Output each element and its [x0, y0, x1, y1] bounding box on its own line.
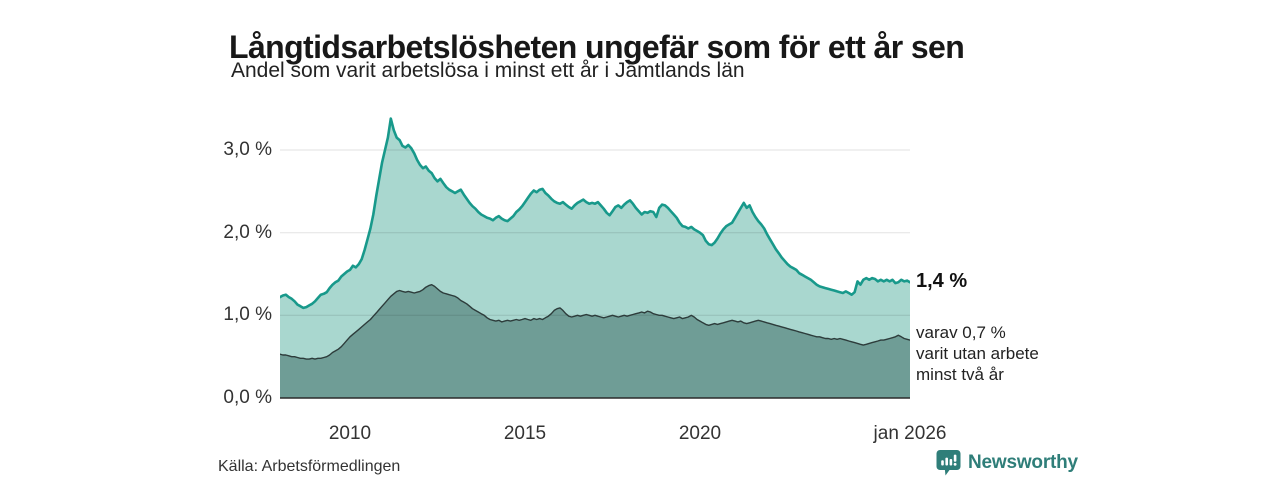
y-tick-label-3: 3,0 % [223, 138, 272, 160]
newsworthy-logo-icon [936, 449, 961, 477]
newsworthy-wordmark: Newsworthy [968, 452, 1078, 473]
annotation-two-year-line3: minst två år [916, 365, 1004, 384]
annotation-two-year-line1: varav 0,7 % [916, 323, 1006, 342]
annotation-two-year-line2: varit utan arbete [916, 344, 1039, 363]
y-tick-label-0: 0,0 % [223, 387, 272, 408]
x-tick-label-2020: 2020 [678, 423, 722, 444]
chart-subtitle: Andel som varit arbetslösa i minst ett å… [231, 59, 745, 82]
y-tick-label-1: 1,0 % [223, 304, 272, 326]
x-tick-label-2010: 2010 [328, 423, 372, 444]
page-title: Långtidsarbetslösheten ungefär som för e… [229, 29, 965, 66]
x-tick-label-jan-2026: jan 2026 [873, 423, 947, 444]
chart-svg [280, 117, 910, 399]
annotation-two-year: varav 0,7 % varit utan arbete minst två … [916, 322, 1039, 385]
y-tick-label-2: 2,0 % [223, 221, 272, 243]
chart-plot-area [280, 105, 910, 400]
x-tick-label-2015: 2015 [503, 423, 547, 444]
twoyear-line [280, 284, 910, 360]
newsworthy-branding: Newsworthy [936, 449, 1078, 477]
total-line [280, 117, 910, 310]
twoyear-area [280, 284, 910, 398]
annotation-total-value: 1,4 % [916, 270, 968, 292]
source-note: Källa: Arbetsförmedlingen [218, 458, 401, 475]
